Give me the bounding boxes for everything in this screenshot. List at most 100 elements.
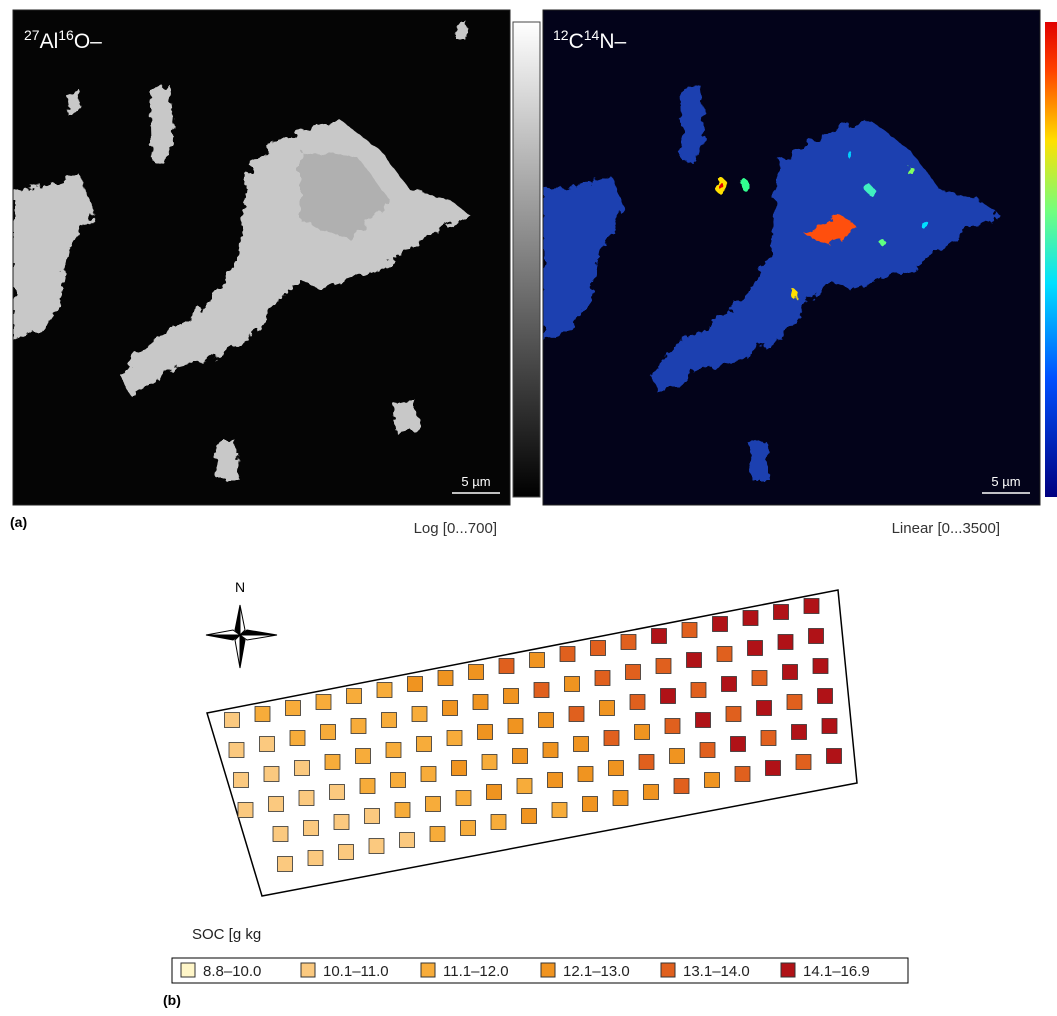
sample [295, 761, 310, 776]
sample [482, 755, 497, 770]
sample [316, 695, 331, 710]
sample [661, 689, 676, 704]
sample [321, 725, 336, 740]
colorbar-label: Linear [0...3500] [892, 520, 1000, 537]
scale-label: 5 µm [991, 474, 1020, 489]
legend-label: 11.1–12.0 [443, 963, 509, 980]
sample [391, 773, 406, 788]
sample [447, 731, 462, 746]
sample [722, 677, 737, 692]
sample [400, 833, 415, 848]
sample [421, 767, 436, 782]
sample [504, 689, 519, 704]
sample [499, 659, 514, 674]
sample [621, 635, 636, 650]
element: N– [599, 30, 626, 53]
sample [334, 815, 349, 830]
sample [360, 779, 375, 794]
sample [748, 641, 763, 656]
sample [264, 767, 279, 782]
sample [639, 755, 654, 770]
sample [278, 857, 293, 872]
sample [682, 623, 697, 638]
sample [430, 827, 445, 842]
sample [304, 821, 319, 836]
sample [670, 749, 685, 764]
sample [691, 683, 706, 698]
sample [565, 677, 580, 692]
sample [377, 683, 392, 698]
sample [365, 809, 380, 824]
scale-label: 5 µm [461, 474, 490, 489]
sample [539, 713, 554, 728]
sample [225, 713, 240, 728]
sample [308, 851, 323, 866]
sample [609, 761, 624, 776]
sample [290, 731, 305, 746]
sample [600, 701, 615, 716]
sample [757, 701, 772, 716]
sample [260, 737, 275, 752]
sample [412, 707, 427, 722]
sample [626, 665, 641, 680]
sample [613, 791, 628, 806]
sample [574, 737, 589, 752]
sample [273, 827, 288, 842]
sample [766, 761, 781, 776]
panel-label: (b) [163, 992, 181, 1008]
sample [809, 629, 824, 644]
legend-label: 12.1–13.0 [563, 963, 630, 980]
sample [356, 749, 371, 764]
legend-label: 13.1–14.0 [683, 963, 750, 980]
sample [522, 809, 537, 824]
sample [351, 719, 366, 734]
sample [792, 725, 807, 740]
sample [783, 665, 798, 680]
sample [665, 719, 680, 734]
sample [713, 617, 728, 632]
sample [635, 725, 650, 740]
compass-label: N [235, 579, 245, 595]
mass-number: 14 [584, 27, 600, 43]
sample [717, 647, 732, 662]
sample [386, 743, 401, 758]
sample [395, 803, 410, 818]
sample [827, 749, 842, 764]
legend-swatch [301, 963, 315, 977]
sample [469, 665, 484, 680]
legend-label: 8.8–10.0 [203, 963, 261, 980]
sample [530, 653, 545, 668]
element: O– [74, 30, 102, 53]
sample [286, 701, 301, 716]
legend-swatch [781, 963, 795, 977]
sample [478, 725, 493, 740]
sample [229, 743, 244, 758]
sample [569, 707, 584, 722]
sample [761, 731, 776, 746]
legend-label: 10.1–11.0 [323, 963, 389, 980]
sample [656, 659, 671, 674]
sample [705, 773, 720, 788]
sample [473, 695, 488, 710]
image-c-n [543, 10, 1040, 505]
colorbar-label: Log [0...700] [414, 520, 497, 537]
panel-label: (a) [10, 514, 27, 530]
legend-swatch [421, 963, 435, 977]
sample [339, 845, 354, 860]
sample [548, 773, 563, 788]
sample [700, 743, 715, 758]
sample [787, 695, 802, 710]
sample [778, 635, 793, 650]
image-al-o [13, 10, 510, 505]
sample [534, 683, 549, 698]
sample [452, 761, 467, 776]
sample [408, 677, 423, 692]
mass-number: 16 [58, 27, 74, 43]
sample [560, 647, 575, 662]
sample [552, 803, 567, 818]
sample [604, 731, 619, 746]
sample [269, 797, 284, 812]
sample [508, 719, 523, 734]
sample [255, 707, 270, 722]
legend-swatch [181, 963, 195, 977]
